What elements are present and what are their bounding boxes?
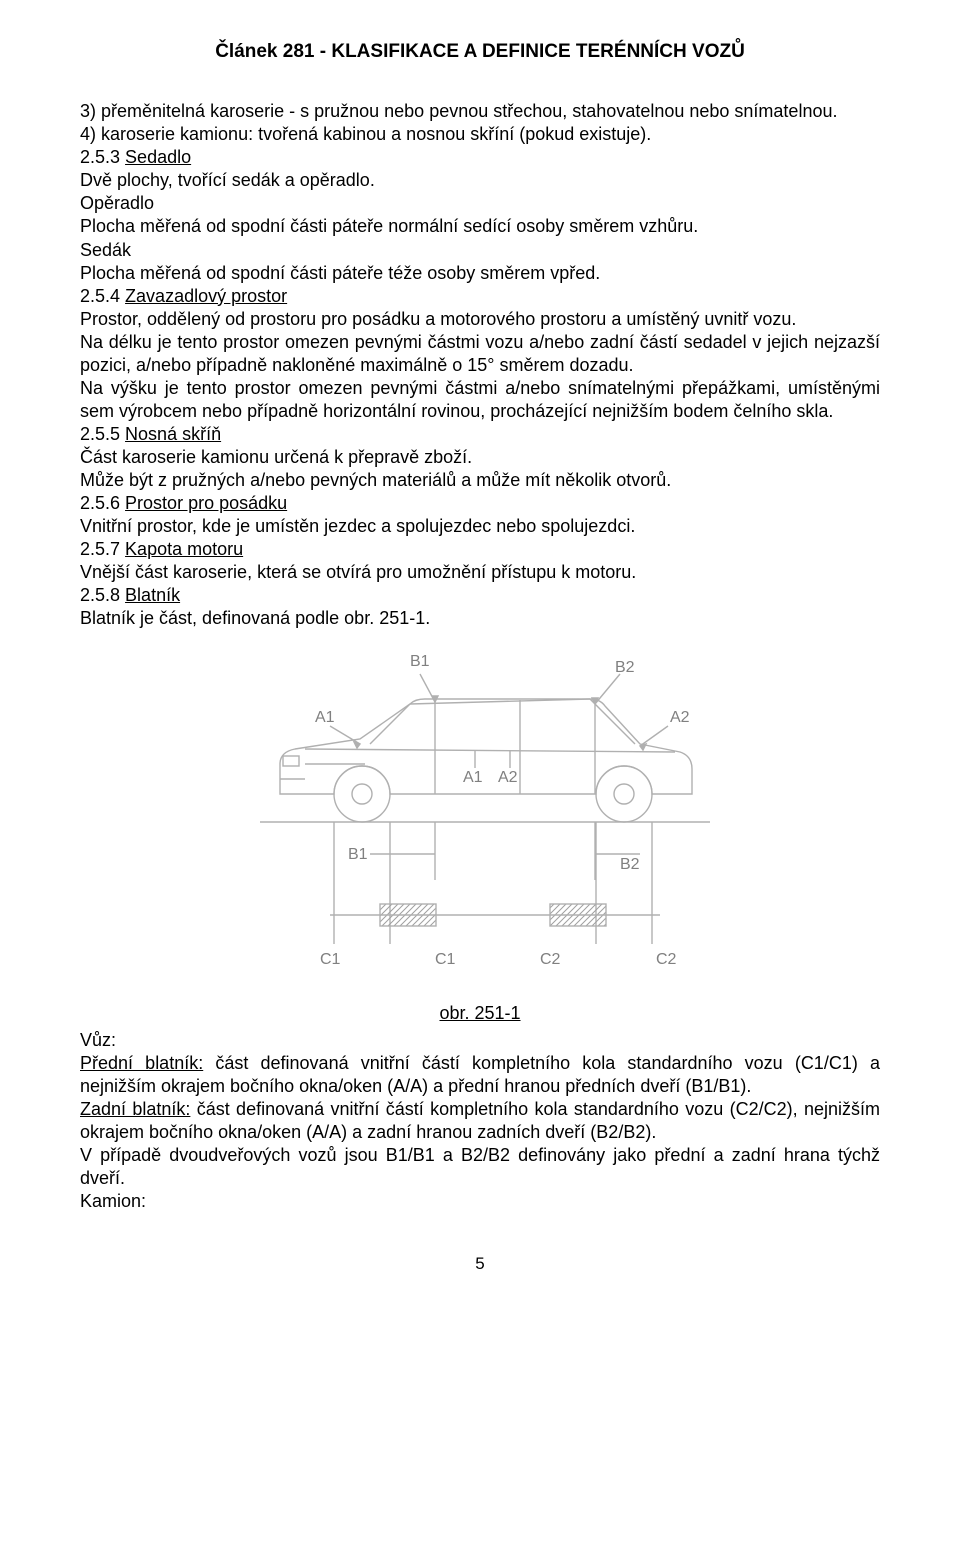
label-b1-bot: B1 xyxy=(348,846,368,863)
sec-254-head: 2.5.4 Zavazadlový prostor xyxy=(80,285,880,308)
two-door-note: V případě dvoudveřových vozů jsou B1/B1 … xyxy=(80,1144,880,1190)
figure-251-1: B1 B2 A1 A2 A1 A2 B1 B2 C1 C1 C2 C2 xyxy=(80,644,880,990)
after-figure-text: Vůz: Přední blatník: část definovaná vni… xyxy=(80,1029,880,1213)
sec-257-l1: Vnější část karoserie, která se otvírá p… xyxy=(80,561,880,584)
front-fender: Přední blatník: část definovaná vnitřní … xyxy=(80,1052,880,1098)
sec-255-head: 2.5.5 Nosná skříň xyxy=(80,423,880,446)
sec-255-l1: Část karoserie kamionu určená k přepravě… xyxy=(80,446,880,469)
kamion-label: Kamion: xyxy=(80,1190,880,1213)
rear-fender: Zadní blatník: část definovaná vnitřní č… xyxy=(80,1098,880,1144)
sec-253-l4: Sedák xyxy=(80,239,880,262)
para-3: 3) přeměnitelná karoserie - s pružnou ne… xyxy=(80,100,880,123)
label-c1a: C1 xyxy=(320,951,341,968)
page-header: Článek 281 - KLASIFIKACE A DEFINICE TERÉ… xyxy=(80,40,880,64)
label-c1b: C1 xyxy=(435,951,456,968)
document-body: 3) přeměnitelná karoserie - s pružnou ne… xyxy=(80,100,880,630)
car-diagram-svg: B1 B2 A1 A2 A1 A2 B1 B2 C1 C1 C2 C2 xyxy=(220,644,740,984)
sec-256-head: 2.5.6 Prostor pro posádku xyxy=(80,492,880,515)
label-a2: A2 xyxy=(670,709,690,726)
label-b2-bot: B2 xyxy=(620,856,640,873)
label-c2a: C2 xyxy=(540,951,561,968)
sec-254-l3: Na výšku je tento prostor omezen pevnými… xyxy=(80,377,880,423)
sec-253-l2: Opěradlo xyxy=(80,192,880,215)
sec-256-l1: Vnitřní prostor, kde je umístěn jezdec a… xyxy=(80,515,880,538)
figure-caption: obr. 251-1 xyxy=(80,1002,880,1025)
label-a1: A1 xyxy=(315,709,335,726)
sec-258-l1: Blatník je část, definovaná podle obr. 2… xyxy=(80,607,880,630)
sec-254-l2: Na délku je tento prostor omezen pevnými… xyxy=(80,331,880,377)
sec-253-l3: Plocha měřená od spodní části páteře nor… xyxy=(80,215,880,238)
sec-253-l1: Dvě plochy, tvořící sedák a opěradlo. xyxy=(80,169,880,192)
sec-254-l1: Prostor, oddělený od prostoru pro posádk… xyxy=(80,308,880,331)
sec-253-l5: Plocha měřená od spodní části páteře též… xyxy=(80,262,880,285)
sec-257-head: 2.5.7 Kapota motoru xyxy=(80,538,880,561)
label-a2-mid: A2 xyxy=(498,769,518,786)
label-b2-top: B2 xyxy=(615,659,635,676)
para-4: 4) karoserie kamionu: tvořená kabinou a … xyxy=(80,123,880,146)
sec-258-head: 2.5.8 Blatník xyxy=(80,584,880,607)
label-c2b: C2 xyxy=(656,951,677,968)
page-number: 5 xyxy=(80,1253,880,1275)
vuz-label: Vůz: xyxy=(80,1029,880,1052)
label-b1-top: B1 xyxy=(410,653,430,670)
sec-253-head: 2.5.3 Sedadlo xyxy=(80,146,880,169)
label-a1-mid: A1 xyxy=(463,769,483,786)
sec-255-l2: Může být z pružných a/nebo pevných mater… xyxy=(80,469,880,492)
